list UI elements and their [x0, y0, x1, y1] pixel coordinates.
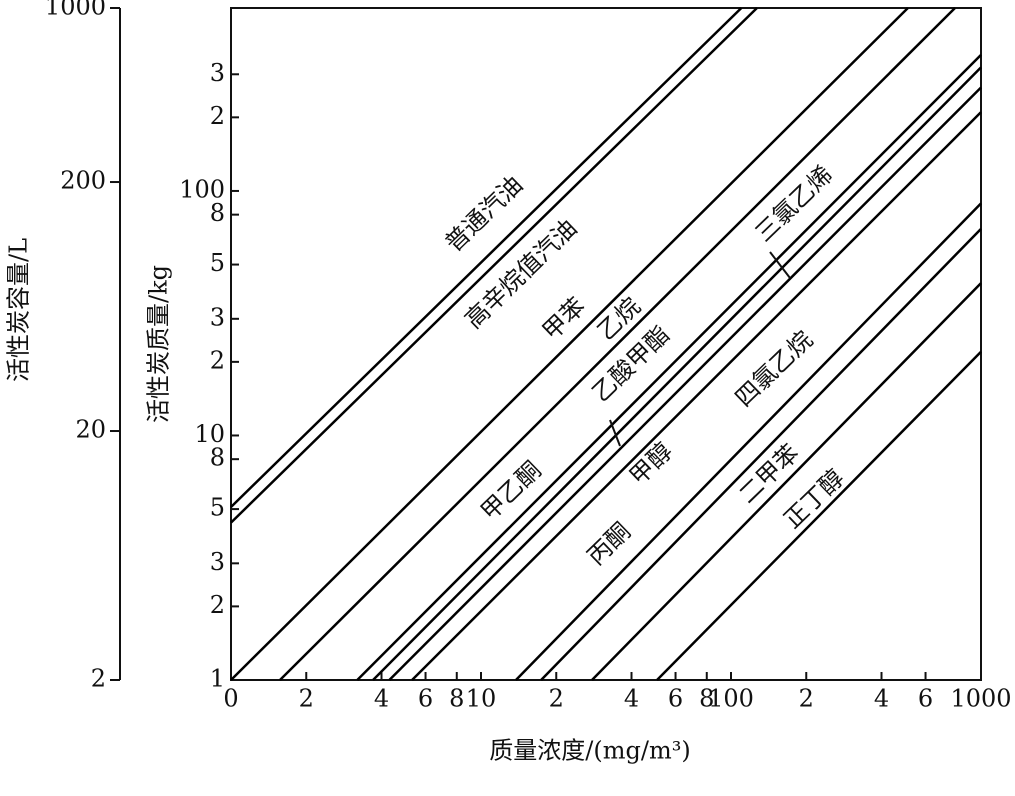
x-tick-label: 2	[799, 685, 814, 713]
series-line	[540, 227, 982, 681]
y-tick-label: 5	[210, 494, 225, 522]
y2-axis-label: 活性炭容量/L	[5, 238, 33, 382]
series-label: 甲苯	[537, 292, 591, 345]
y-tick-label: 3	[210, 303, 225, 331]
x-tick-label: 1000	[950, 685, 1011, 713]
x-tick-label: 2	[299, 685, 314, 713]
series-label: 丙酮	[582, 517, 636, 570]
y-tick-label: 10	[194, 420, 225, 448]
x-tick-label: 2	[549, 685, 564, 713]
x-axis-label: 质量浓度/(mg/m³)	[489, 737, 690, 765]
series-line	[356, 54, 982, 681]
y-tick-label: 1	[210, 665, 225, 693]
x-tick-label: 8	[699, 685, 714, 713]
series-label: 四氯乙烷	[730, 326, 819, 413]
y-tick-label: 5	[210, 249, 225, 277]
y-tick-label: 2	[210, 591, 225, 619]
series-line	[411, 111, 982, 681]
series-line	[388, 86, 982, 681]
y-axis-label: 活性炭质量/kg	[145, 265, 173, 423]
y-tick-label: 3	[210, 59, 225, 87]
label-leader	[609, 419, 621, 447]
y-tick-label: 8	[210, 444, 225, 472]
series-line	[230, 7, 909, 681]
x-tick-label: 6	[418, 685, 433, 713]
y2-tick-label: 2	[91, 665, 106, 693]
series-line	[515, 202, 982, 681]
y-tick-label: 2	[210, 346, 225, 374]
x-tick-label: 6	[918, 685, 933, 713]
y2-tick-label: 200	[60, 167, 106, 195]
label-leader	[769, 251, 791, 279]
series-label: 正丁醇	[778, 464, 849, 534]
x-tick-label: 8	[449, 685, 464, 713]
series-line	[279, 7, 956, 681]
plot-frame	[230, 7, 982, 681]
series-line	[230, 7, 743, 508]
x-tick-label: 100	[708, 685, 754, 713]
series-label: 三氯乙烯	[750, 161, 839, 248]
series-line	[656, 350, 982, 681]
series-line	[230, 7, 758, 524]
y-tick-label: 2	[210, 102, 225, 130]
y-tick-label: 8	[210, 199, 225, 227]
series-label: 甲醇	[624, 437, 678, 490]
x-tick-label: 4	[874, 685, 889, 713]
y-tick-label: 3	[210, 548, 225, 576]
y2-tick-label: 1000	[45, 0, 106, 21]
x-tick-label: 6	[668, 685, 683, 713]
x-tick-label: 10	[466, 685, 497, 713]
y-tick-label: 100	[179, 175, 225, 203]
x-tick-label: 4	[624, 685, 639, 713]
x-tick-label: 0	[223, 685, 238, 713]
series-line	[591, 282, 982, 681]
series-line	[372, 66, 982, 681]
x-tick-label: 4	[374, 685, 389, 713]
y2-tick-label: 20	[75, 416, 106, 444]
